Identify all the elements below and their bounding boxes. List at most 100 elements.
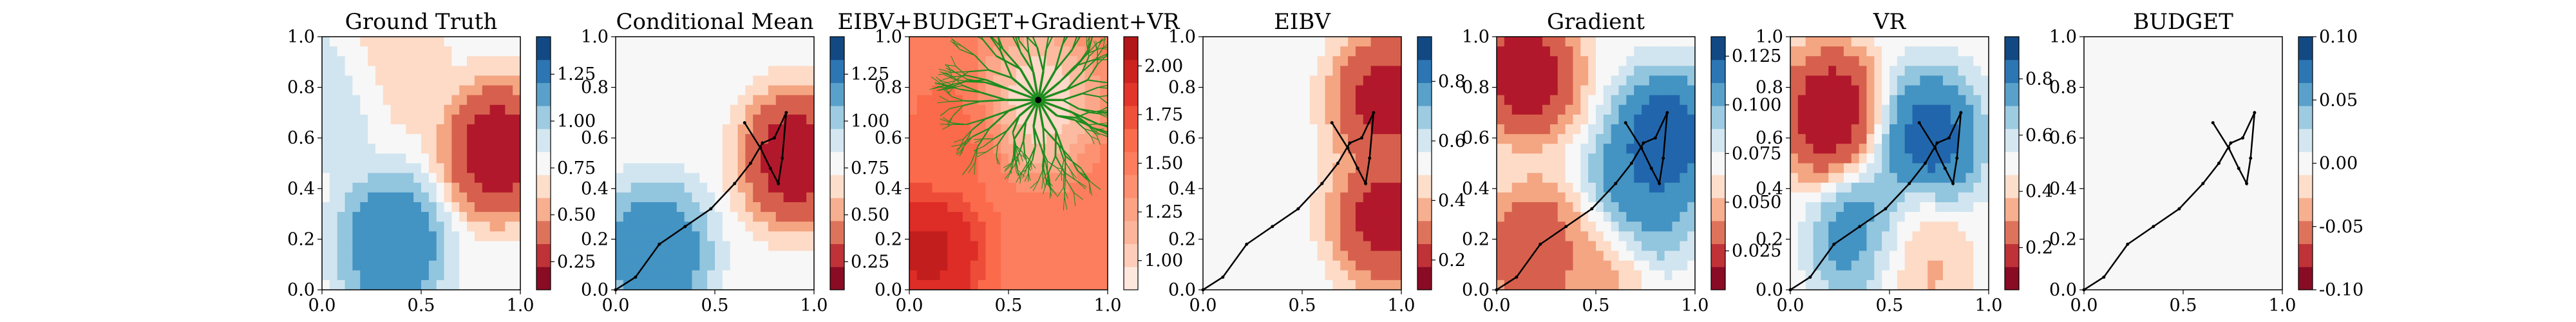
heatmap-cell	[360, 124, 368, 135]
heatmap-cell	[978, 104, 987, 115]
heatmap-cell	[513, 37, 520, 47]
heatmap-cell	[1958, 241, 1967, 252]
tree-branch	[1091, 136, 1099, 140]
heatmap-cell	[451, 182, 460, 193]
heatmap-cell	[1279, 202, 1287, 213]
heatmap-cell	[1535, 95, 1543, 106]
heatmap-cell	[1565, 66, 1574, 77]
heatmap-cell	[1504, 144, 1513, 154]
tree-branch	[996, 144, 999, 156]
heatmap-cell	[322, 144, 330, 154]
heatmap-cell	[940, 153, 948, 164]
heatmap-cell	[1241, 144, 1249, 154]
heatmap-cell	[1874, 95, 1882, 106]
heatmap-cell	[1790, 46, 1799, 57]
heatmap-cell	[1218, 279, 1227, 290]
heatmap-cell	[1828, 270, 1837, 281]
heatmap-cell	[444, 66, 452, 77]
tree-branch	[974, 146, 978, 163]
heatmap-cell	[730, 231, 739, 242]
tree-branch	[981, 91, 1007, 101]
heatmap-cell	[390, 231, 399, 242]
heatmap-cell	[444, 144, 452, 154]
heatmap-cell	[1851, 37, 1860, 47]
heatmap-cell	[916, 104, 925, 115]
heatmap-cell	[436, 75, 445, 86]
heatmap-cell	[390, 163, 399, 174]
tree-branch	[951, 144, 961, 147]
heatmap-cell	[1797, 144, 1806, 154]
heatmap-cell	[1378, 56, 1387, 66]
heatmap-cell	[513, 260, 520, 271]
x-tick-label: 0.5	[1289, 296, 1316, 316]
heatmap-cell	[1218, 66, 1227, 77]
heatmap-cell	[783, 182, 792, 193]
heatmap-cell	[1882, 144, 1890, 154]
heatmap-cell	[668, 95, 677, 106]
heatmap-cell	[1950, 260, 1959, 271]
heatmap-cell	[1355, 46, 1364, 57]
heatmap-cell	[668, 75, 677, 86]
heatmap-cell	[1981, 192, 1989, 203]
tree-branch	[1017, 37, 1020, 41]
heatmap-cell	[978, 241, 987, 252]
heatmap-cell	[1348, 222, 1356, 232]
heatmap-cell	[753, 192, 761, 203]
heatmap-field	[1790, 37, 1989, 290]
heatmap-cell	[955, 163, 963, 174]
heatmap-cell	[375, 56, 384, 66]
heatmap-cell	[390, 182, 399, 193]
heatmap-cell	[1210, 104, 1219, 115]
heatmap-cell	[1874, 231, 1882, 242]
heatmap-cell	[1611, 260, 1620, 271]
heatmap-cell	[1226, 279, 1234, 290]
colorbar-tick-label: 0.25	[557, 252, 596, 272]
heatmap-cell	[390, 85, 399, 96]
heatmap-cell	[955, 251, 963, 261]
heatmap-cell	[482, 95, 491, 106]
heatmap-cell	[630, 241, 639, 252]
heatmap-cell	[1271, 163, 1280, 174]
heatmap-cell	[497, 114, 506, 125]
heatmap-cell	[783, 56, 792, 66]
tree-branch	[941, 84, 952, 90]
trajectory-point	[1923, 162, 1927, 165]
heatmap-cell	[1069, 124, 1078, 135]
heatmap-cell	[1821, 124, 1829, 135]
heatmap-cell	[1866, 104, 1875, 115]
heatmap-cell	[1348, 85, 1356, 96]
tree-branch	[946, 80, 956, 90]
heatmap-cell	[1203, 260, 1211, 271]
heatmap-cell	[398, 104, 406, 115]
heatmap-cell	[993, 104, 1001, 115]
heatmap-cell	[661, 95, 670, 106]
heatmap-cell	[413, 222, 422, 232]
heatmap-cell	[775, 95, 784, 106]
heatmap-cell	[1927, 66, 1936, 77]
heatmap-cell	[1264, 279, 1273, 290]
heatmap-cell	[1497, 134, 1505, 144]
heatmap-cell	[1271, 270, 1280, 281]
colorbar-tick-label: 0.75	[557, 158, 596, 178]
tree-branch	[1004, 169, 1012, 180]
heatmap-cell	[451, 37, 460, 47]
tree-branch	[952, 105, 963, 117]
heatmap-cell	[962, 202, 971, 213]
heatmap-cell	[1294, 37, 1303, 47]
heatmap-cell	[1664, 163, 1673, 174]
heatmap-cell	[761, 182, 769, 193]
heatmap-cell	[806, 95, 814, 106]
heatmap-cell	[947, 260, 956, 271]
heatmap-cell	[1973, 241, 1982, 252]
tree-branch	[1027, 164, 1031, 171]
heatmap-cell	[1611, 163, 1620, 174]
heatmap-cell	[1580, 251, 1589, 261]
heatmap-cell	[668, 144, 677, 154]
heatmap-cell	[1340, 260, 1349, 271]
heatmap-cell	[1370, 279, 1379, 290]
heatmap-cell	[1256, 260, 1265, 271]
heatmap-cell	[1325, 56, 1333, 66]
heatmap-cell	[1046, 212, 1055, 222]
heatmap-cell	[1325, 37, 1333, 47]
